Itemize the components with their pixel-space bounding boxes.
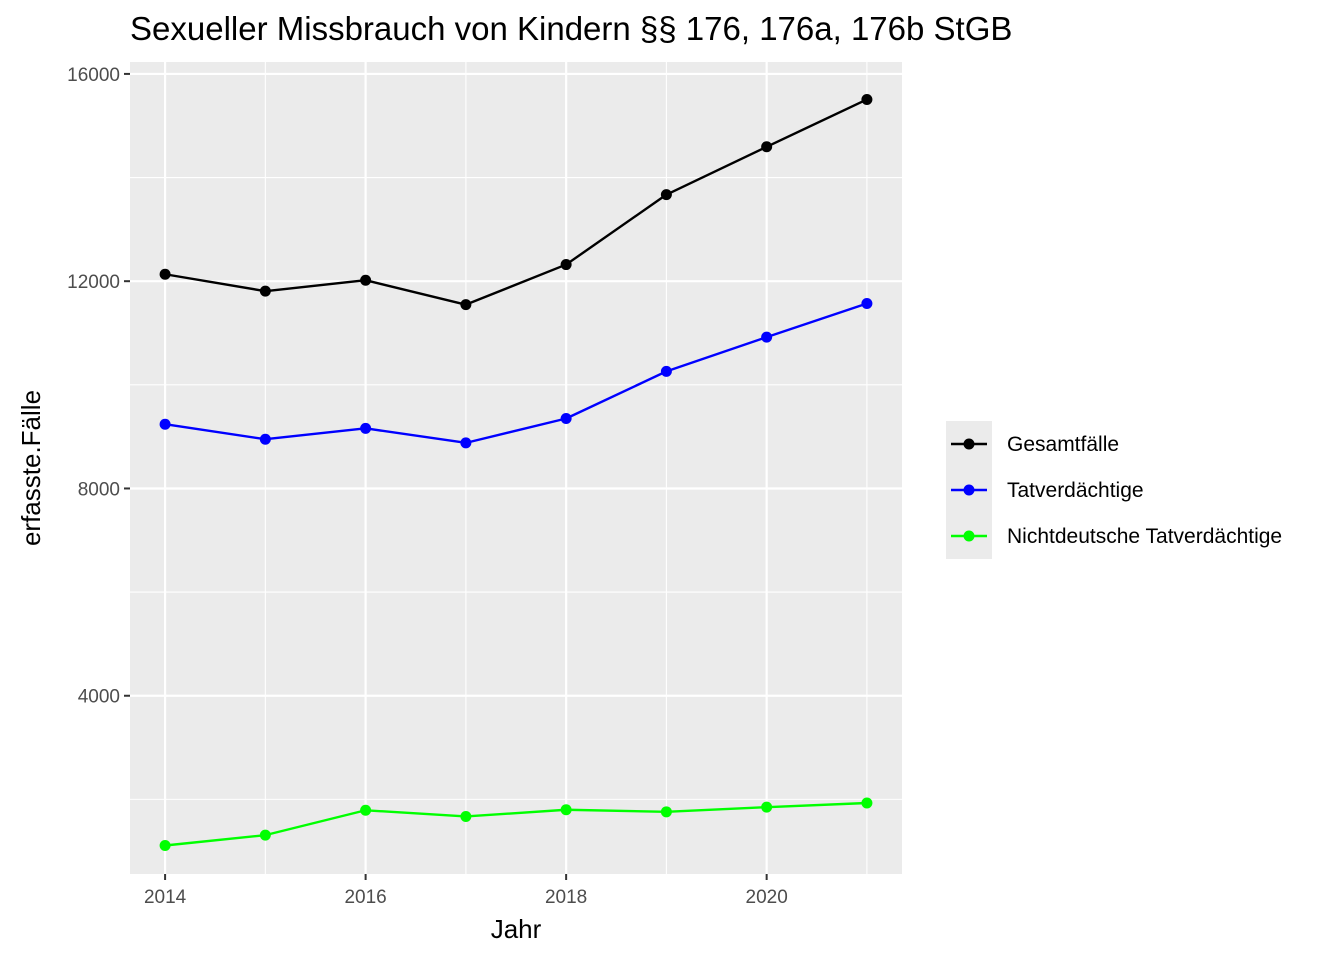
x-tick-label: 2014 <box>144 887 187 908</box>
legend: Gesamtfälle Tatverdächtige Nichtdeutsche T… <box>946 421 1282 559</box>
data-point-series-2 <box>560 413 572 425</box>
data-point-series-3 <box>761 801 773 813</box>
tick-labels: 2014 2016 2018 2020 4000 8000 12000 16000 <box>67 65 788 908</box>
data-point-series-3 <box>861 797 873 809</box>
legend-key-point-1 <box>963 438 975 450</box>
data-point-series-3 <box>560 804 572 816</box>
y-tick-label: 4000 <box>78 687 120 708</box>
x-tick-label: 2016 <box>344 887 386 908</box>
y-axis-title: erfasste.Fälle <box>16 390 46 546</box>
data-point-series-3 <box>660 806 672 818</box>
data-point-series-2 <box>360 422 372 434</box>
axis-ticks <box>124 72 768 880</box>
series-line-2 <box>164 302 868 445</box>
chart-title: Sexueller Missbrauch von Kindern §§ 176,… <box>130 10 1012 47</box>
data-point-series-1 <box>360 274 372 286</box>
y-tick-label: 16000 <box>67 65 120 86</box>
series-layer <box>159 93 873 851</box>
data-point-series-1 <box>660 189 672 201</box>
legend-key-point-3 <box>963 530 975 542</box>
data-point-series-2 <box>259 433 271 445</box>
data-point-series-3 <box>460 810 472 822</box>
legend-label-3: Nichtdeutsche Tatverdächtige <box>1007 525 1282 548</box>
series-line-3 <box>164 801 867 847</box>
data-point-series-1 <box>761 141 773 153</box>
legend-label-2: Tatverdächtige <box>1007 479 1144 502</box>
data-point-series-1 <box>560 259 572 271</box>
data-point-series-1 <box>259 285 271 297</box>
data-point-series-1 <box>861 93 873 105</box>
x-tick-label: 2020 <box>746 887 788 908</box>
y-tick-label: 12000 <box>67 272 120 293</box>
data-point-series-2 <box>460 437 472 449</box>
legend-key-point-2 <box>963 484 975 496</box>
data-point-series-2 <box>761 331 773 343</box>
data-point-series-2 <box>861 297 873 309</box>
data-point-series-1 <box>159 268 171 280</box>
data-point-series-2 <box>159 418 171 430</box>
x-tick-label: 2018 <box>545 887 587 908</box>
legend-label-1: Gesamtfälle <box>1007 433 1119 456</box>
plot-panel <box>130 62 902 874</box>
data-point-series-2 <box>660 365 672 377</box>
data-point-series-3 <box>360 804 372 816</box>
data-point-series-1 <box>460 299 472 311</box>
data-point-series-3 <box>159 839 171 851</box>
x-axis-title: Jahr <box>491 914 542 944</box>
series-line-1 <box>164 98 868 306</box>
y-tick-label: 8000 <box>78 479 120 500</box>
data-point-series-3 <box>259 829 271 841</box>
major-gridlines <box>130 62 902 874</box>
